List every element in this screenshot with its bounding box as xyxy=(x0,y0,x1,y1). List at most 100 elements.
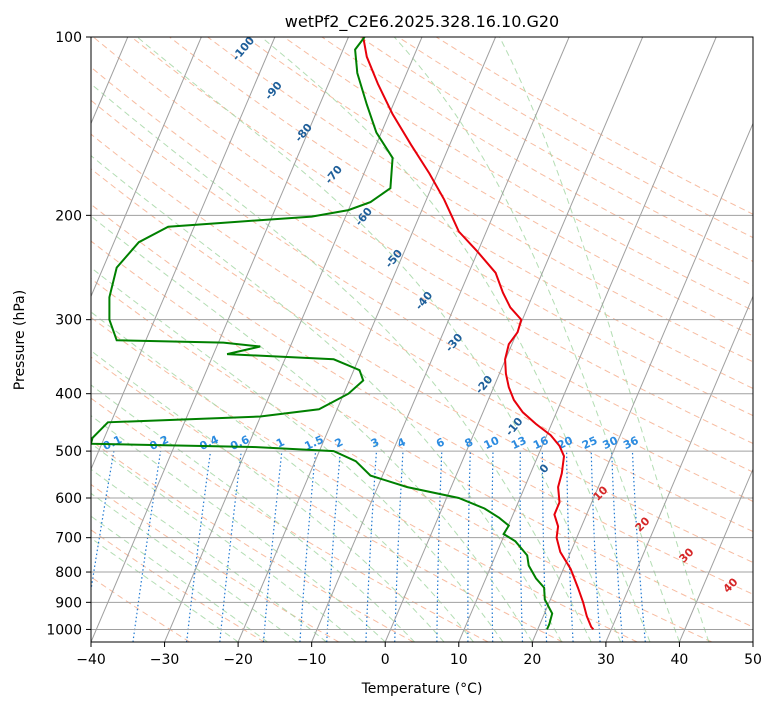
moist-adiabat-line xyxy=(91,415,386,642)
moist-adiabat-line xyxy=(393,37,680,642)
temperature-profile-line xyxy=(362,37,595,631)
y-axis: 100 200 300 400 500 600 700 800 900 1000 xyxy=(46,30,91,638)
y-tick-label: 100 xyxy=(55,30,82,46)
mixing-ratio-line xyxy=(590,451,601,642)
dry-adiabat-line xyxy=(91,203,753,595)
y-axis-title: Pressure (hPa) xyxy=(12,290,28,390)
mixing-ratio-line xyxy=(219,451,242,642)
moist-adiabat-label: 0 xyxy=(537,461,552,475)
isotherm-line xyxy=(91,37,349,642)
moist-adiabat-line xyxy=(91,515,268,642)
pressure-gridlines xyxy=(91,37,753,630)
isotherm-line xyxy=(752,640,753,642)
mixing-ratio-line xyxy=(566,451,574,642)
mixing-ratio-label: 0.6 xyxy=(228,433,251,453)
moist-adiabat-label: -90 xyxy=(262,79,285,103)
moist-adiabat-line xyxy=(91,267,504,642)
dry-adiabat-label: 30 xyxy=(677,545,697,565)
isotherm-line xyxy=(531,122,753,642)
mixing-ratio-label: 36 xyxy=(621,434,641,452)
isotherm-line xyxy=(164,37,423,642)
dry-adiabat-line xyxy=(91,240,753,628)
x-tick-label: 20 xyxy=(523,652,541,668)
y-tick-label: 900 xyxy=(55,595,82,611)
dry-adiabat-line xyxy=(435,37,753,215)
x-tick-label: 0 xyxy=(381,652,390,668)
mixing-ratio-label: 4 xyxy=(395,435,408,450)
x-axis: −40 −30 −20 −10 0 10 20 30 40 50 xyxy=(76,642,762,668)
mixing-ratio-label: 30 xyxy=(601,434,621,452)
mixing-ratio-line xyxy=(186,451,212,642)
x-axis-title: Temperature (°C) xyxy=(361,681,483,697)
dry-adiabat-line xyxy=(359,37,753,263)
moist-adiabat-line xyxy=(136,37,622,642)
isotherm-line xyxy=(384,37,644,642)
dry-adiabat-line xyxy=(91,397,489,642)
mixing-ratio-line xyxy=(467,451,471,642)
isotherm-line xyxy=(237,37,497,642)
moist-adiabat-line xyxy=(91,311,474,642)
plot-area: 0.1 0.2 0.4 0.6 1 1.5 2 3 4 6 8 10 13 16 20 25 30 36-100-… xyxy=(91,34,753,642)
dry-adiabat-line xyxy=(92,37,753,445)
moist-adiabat-line xyxy=(91,83,592,642)
moist-adiabat-line xyxy=(91,537,239,642)
dry-adiabat-line xyxy=(321,37,753,287)
mixing-ratio-line xyxy=(91,450,115,594)
dry-adiabat-line xyxy=(91,278,713,642)
mixing-ratio-label: 10 xyxy=(482,434,502,452)
profiles xyxy=(91,37,595,631)
moist-adiabat-line xyxy=(260,37,651,642)
moist-adiabat-line xyxy=(91,492,298,642)
x-tick-label: −40 xyxy=(76,652,106,668)
dry-adiabat-label: 10 xyxy=(591,483,611,503)
mixing-ratio-label: 16 xyxy=(531,434,551,452)
dry-adiabat-line xyxy=(91,133,753,533)
y-tick-label: 600 xyxy=(55,491,82,507)
isotherm-line xyxy=(458,37,717,642)
mixing-ratio-line xyxy=(491,451,494,642)
isotherm-line xyxy=(311,37,570,642)
mixing-ratio-line xyxy=(262,451,283,642)
x-tick-label: 30 xyxy=(597,652,615,668)
y-tick-label: 800 xyxy=(55,565,82,581)
dry-adiabat-line xyxy=(131,37,753,417)
mixing-ratio-line xyxy=(299,451,317,642)
moist-adiabat-label: -100 xyxy=(230,34,258,64)
y-tick-label: 400 xyxy=(55,387,82,403)
y-tick-label: 1000 xyxy=(46,622,82,638)
dry-adiabat-line xyxy=(245,37,753,337)
moist-adiabat-label: -20 xyxy=(473,373,496,397)
mixing-ratio-label: 13 xyxy=(509,434,528,452)
dry-adiabat-line xyxy=(91,483,340,642)
dry-adiabat-line xyxy=(91,316,638,642)
mixing-ratio-label: 20 xyxy=(555,434,575,452)
y-tick-label: 300 xyxy=(55,313,82,329)
y-tick-label: 700 xyxy=(55,531,82,547)
isotherm-line xyxy=(678,467,753,642)
x-tick-label: −10 xyxy=(297,652,327,668)
moist-adiabat-line xyxy=(91,384,415,642)
dry-adiabat-line xyxy=(169,37,753,389)
moist-adiabat-label: -50 xyxy=(382,247,405,271)
mixing-ratio-label: 0.1 xyxy=(101,433,124,453)
x-tick-label: −20 xyxy=(223,652,253,668)
moist-adiabat-line xyxy=(91,215,533,642)
mixing-ratio-label: 2 xyxy=(333,435,345,450)
mixing-ratio-label: 8 xyxy=(463,435,475,450)
x-tick-label: −30 xyxy=(150,652,180,668)
mixing-ratio-line xyxy=(365,451,378,642)
chart-title: wetPf2_C2E6.2025.328.16.10.G20 xyxy=(285,12,559,32)
dry-adiabats xyxy=(91,37,753,642)
mixing-ratio-label: 0.4 xyxy=(197,433,220,453)
dry-adiabat-line xyxy=(91,99,753,502)
mixing-ratio-label: 0.2 xyxy=(148,433,171,453)
moist-adiabat-line xyxy=(91,468,327,642)
x-tick-label: 50 xyxy=(744,652,762,668)
y-tick-label: 500 xyxy=(55,444,82,460)
moist-adiabat-label: -30 xyxy=(443,331,466,355)
x-tick-label: 40 xyxy=(671,652,689,668)
y-tick-label: 200 xyxy=(55,208,82,224)
isotherms xyxy=(91,37,753,642)
mixing-ratio-line xyxy=(436,451,443,642)
